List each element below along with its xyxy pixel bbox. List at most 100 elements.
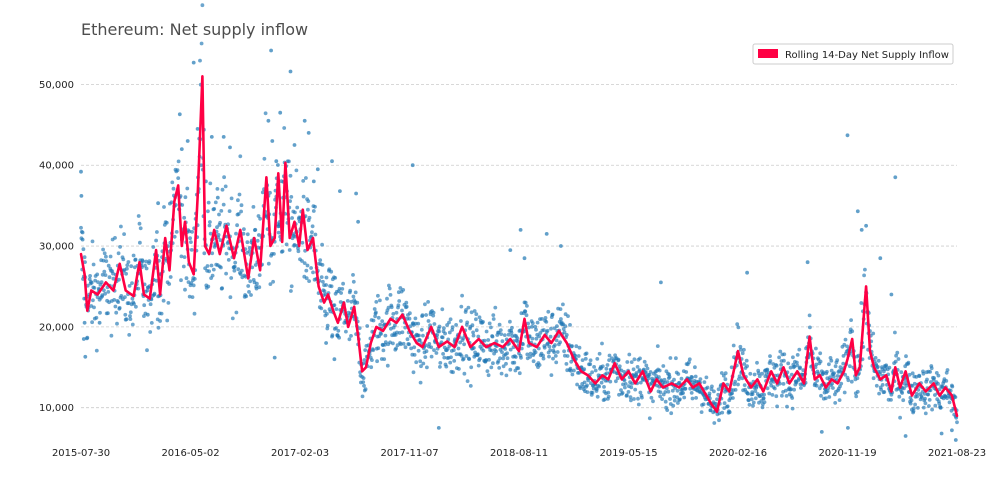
scatter-point bbox=[522, 256, 527, 261]
scatter-point bbox=[795, 353, 800, 357]
scatter-point bbox=[493, 305, 498, 310]
scatter-point bbox=[423, 355, 428, 359]
scatter-point bbox=[168, 275, 173, 279]
scatter-point bbox=[517, 371, 522, 376]
scatter-point bbox=[310, 230, 314, 235]
scatter-point bbox=[385, 363, 390, 368]
scatter-point bbox=[213, 200, 218, 205]
y-tick-label: 20,000 bbox=[39, 322, 74, 333]
scatter-point bbox=[429, 354, 434, 359]
scatter-point bbox=[454, 323, 458, 327]
scatter-point bbox=[633, 387, 638, 392]
scatter-point bbox=[176, 176, 181, 181]
scatter-point bbox=[393, 323, 397, 328]
scatter-point bbox=[301, 194, 306, 199]
scatter-point bbox=[546, 309, 551, 314]
scatter-point bbox=[179, 147, 184, 152]
scatter-point bbox=[232, 268, 237, 273]
scatter-point bbox=[647, 373, 652, 377]
scatter-point bbox=[449, 355, 453, 360]
scatter-point bbox=[117, 277, 121, 282]
scatter-point bbox=[230, 316, 235, 321]
scatter-point bbox=[704, 375, 709, 380]
scatter-point bbox=[188, 236, 193, 241]
scatter-point bbox=[626, 390, 631, 394]
scatter-point bbox=[111, 276, 116, 281]
scatter-point bbox=[484, 329, 489, 334]
scatter-point bbox=[410, 163, 415, 168]
scatter-point bbox=[736, 382, 740, 387]
scatter-point bbox=[929, 380, 933, 384]
scatter-point bbox=[640, 395, 644, 400]
scatter-point bbox=[116, 251, 121, 256]
scatter-point bbox=[206, 284, 211, 289]
scatter-point bbox=[464, 308, 468, 312]
scatter-point bbox=[615, 376, 620, 381]
scatter-point bbox=[859, 301, 864, 305]
scatter-point bbox=[588, 358, 593, 363]
scatter-point bbox=[795, 360, 799, 365]
scatter-point bbox=[376, 293, 380, 298]
scatter-point bbox=[923, 396, 927, 401]
scatter-point bbox=[351, 273, 355, 277]
scatter-point bbox=[302, 118, 307, 123]
scatter-point bbox=[119, 224, 123, 229]
scatter-point bbox=[82, 320, 87, 325]
scatter-point bbox=[917, 374, 922, 378]
scatter-point bbox=[434, 351, 439, 355]
scatter-point bbox=[553, 354, 558, 358]
scatter-point bbox=[242, 227, 246, 232]
scatter-point bbox=[555, 350, 560, 354]
scatter-point bbox=[311, 209, 316, 213]
scatter-point bbox=[855, 389, 860, 394]
scatter-point bbox=[912, 406, 916, 411]
scatter-point bbox=[730, 391, 734, 396]
scatter-point bbox=[278, 110, 283, 115]
scatter-point bbox=[707, 391, 712, 396]
scatter-point bbox=[365, 324, 370, 328]
scatter-point bbox=[528, 355, 532, 359]
scatter-point bbox=[322, 289, 327, 294]
scatter-point bbox=[226, 258, 231, 262]
scatter-point bbox=[547, 344, 552, 349]
scatter-point bbox=[329, 269, 334, 274]
scatter-point bbox=[159, 311, 164, 316]
scatter-point bbox=[625, 360, 630, 364]
scatter-point bbox=[577, 345, 582, 350]
scatter-point bbox=[381, 348, 386, 353]
scatter-point bbox=[211, 267, 216, 272]
scatter-point bbox=[843, 337, 848, 342]
scatter-point bbox=[470, 323, 475, 328]
scatter-point bbox=[684, 370, 689, 374]
scatter-point bbox=[457, 367, 461, 371]
scatter-point bbox=[206, 209, 210, 214]
scatter-point bbox=[172, 234, 177, 239]
scatter-point bbox=[830, 381, 834, 386]
scatter-point bbox=[602, 385, 606, 389]
scatter-point bbox=[489, 348, 494, 353]
scatter-point bbox=[362, 383, 366, 388]
scatter-point bbox=[805, 260, 810, 265]
scatter-point bbox=[712, 421, 717, 425]
scatter-point bbox=[916, 406, 920, 410]
scatter-point bbox=[572, 368, 576, 373]
scatter-point bbox=[738, 344, 743, 349]
scatter-point bbox=[922, 392, 927, 396]
scatter-point bbox=[819, 430, 824, 434]
scatter-point bbox=[737, 374, 742, 379]
scatter-point bbox=[290, 216, 294, 220]
scatter-point bbox=[753, 396, 758, 401]
chart-title: Ethereum: Net supply inflow bbox=[81, 20, 308, 39]
scatter-point bbox=[745, 364, 749, 368]
scatter-point bbox=[798, 365, 802, 370]
scatter-point bbox=[568, 368, 573, 373]
scatter-point bbox=[371, 348, 375, 353]
scatter-point bbox=[374, 300, 379, 304]
scatter-point bbox=[219, 265, 223, 270]
scatter-point bbox=[93, 278, 98, 283]
scatter-point bbox=[136, 286, 141, 291]
scatter-point bbox=[585, 390, 590, 394]
scatter-point bbox=[334, 326, 338, 330]
scatter-point bbox=[436, 426, 441, 430]
scatter-point bbox=[608, 379, 613, 384]
